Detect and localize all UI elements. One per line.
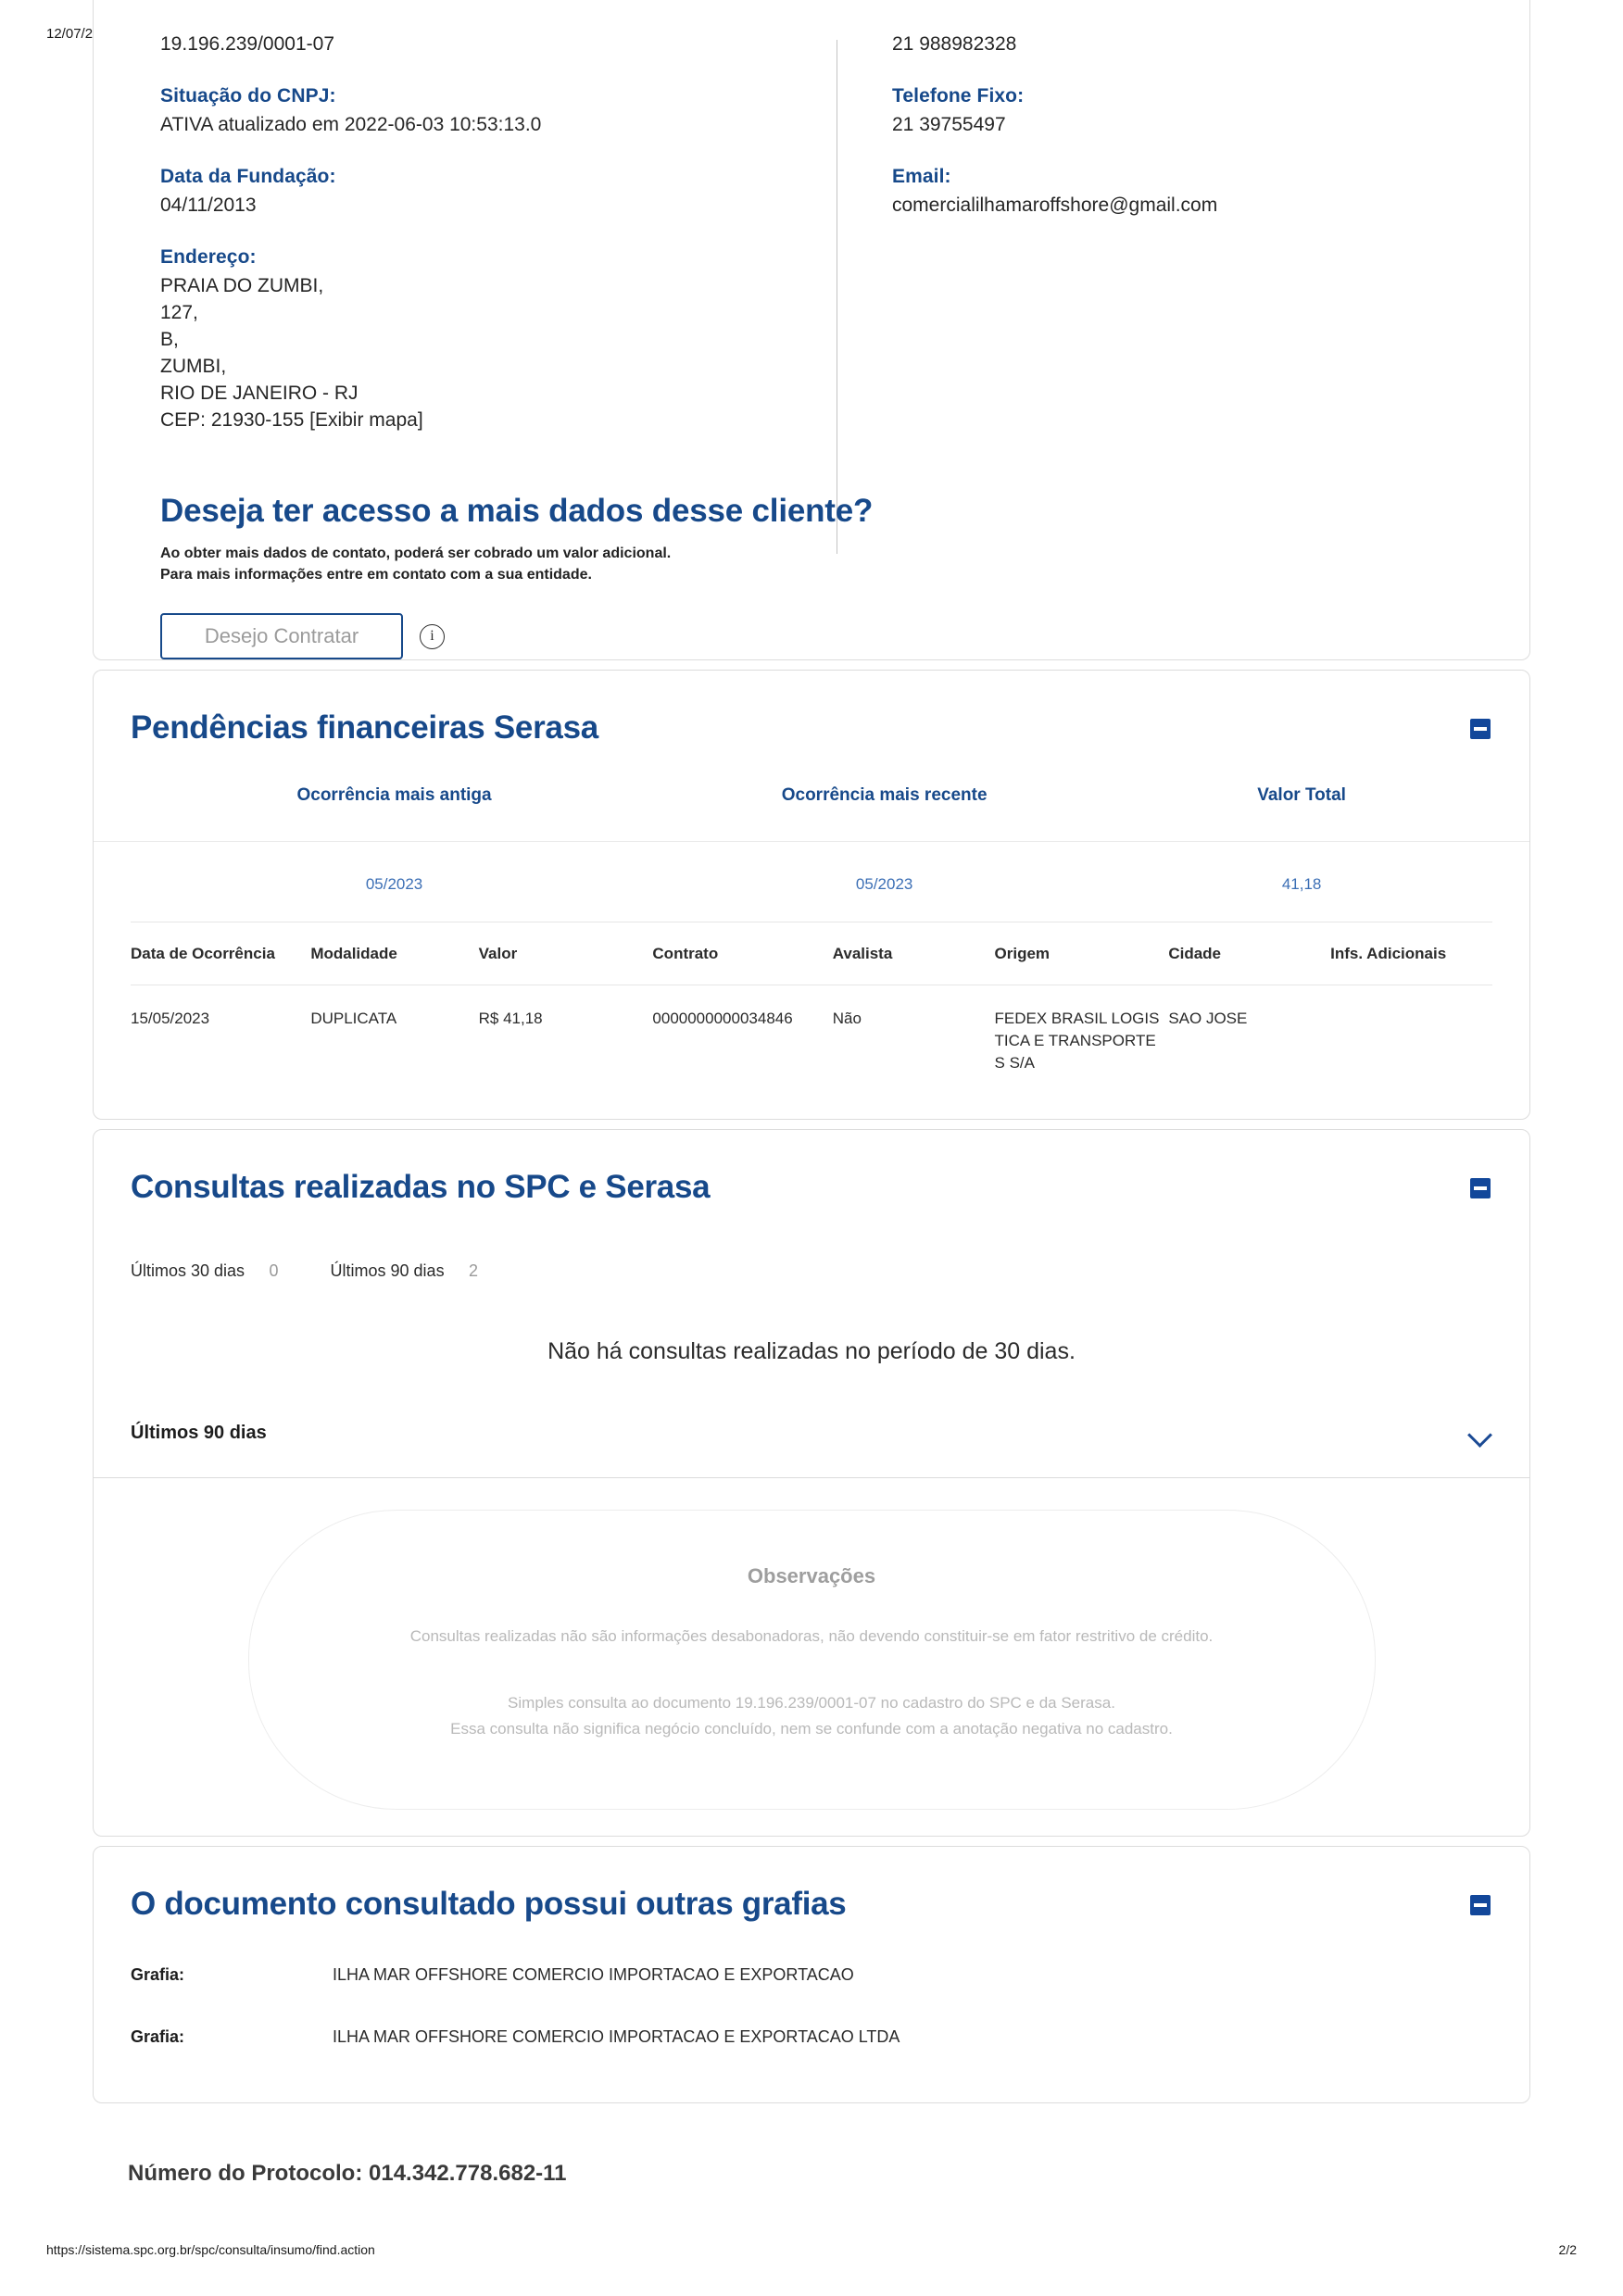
summary-col-oldest: Ocorrência mais antiga [296,785,492,805]
count-90-label: Últimos 90 dias [330,1261,445,1280]
list-item: Grafia: ILHA MAR OFFSHORE COMERCIO IMPOR… [94,2027,1529,2047]
count-90-dias: Últimos 90 dias 2 [331,1261,479,1281]
grafias-title: O documento consultado possui outras gra… [131,1886,847,1922]
cnpj-value: 19.196.239/0001-07 [160,33,335,55]
count-90-value: 2 [469,1261,479,1280]
consultas-title: Consultas realizadas no SPC e Serasa [131,1169,711,1205]
company-details-card: 19.196.239/0001-07 Situação do CNPJ: ATI… [93,0,1530,660]
th-contrato: Contrato [652,922,833,985]
collapse-minus-icon[interactable] [1470,1178,1491,1198]
company-left-column: 19.196.239/0001-07 Situação do CNPJ: ATI… [160,33,809,433]
th-valor: Valor [478,922,653,985]
observacoes-wrapper: Observações Consultas realizadas não são… [94,1477,1529,1836]
endereco-line: 127, [160,302,198,323]
protocol-number: Número do Protocolo: 014.342.778.682-11 [128,2161,567,2186]
summary-col-total: Valor Total [1257,785,1346,805]
telefone-fixo-label: Telefone Fixo: [892,85,1025,107]
endereco-cep-exibir-mapa[interactable]: CEP: 21930-155 [Exibir mapa] [160,409,423,431]
outras-grafias-card: O documento consultado possui outras gra… [93,1846,1530,2103]
upsell-line-1: Ao obter mais dados de contato, poderá s… [160,546,672,561]
company-right-column: 21 988982328 Telefone Fixo: 21 39755497 … [892,33,1503,246]
pendencias-title: Pendências financeiras Serasa [131,709,598,746]
th-avalista: Avalista [832,922,995,985]
upsell-title: Deseja ter acesso a mais dados desse cli… [160,493,874,529]
email-value: comercialilhamaroffshore@gmail.com [892,194,1218,216]
telefone-fixo-value: 21 39755497 [892,114,1006,135]
th-modalidade: Modalidade [310,922,479,985]
grafia-label: Grafia: [131,2027,185,2046]
endereco-line: B, [160,329,179,350]
endereco-value: PRAIA DO ZUMBI, 127, B, ZUMBI, RIO DE JA… [160,272,809,433]
consultas-90-dias-row[interactable]: Últimos 90 dias [94,1423,1529,1477]
info-icon[interactable]: i [420,623,445,649]
pendencias-summary-row: 05/2023 05/2023 41,18 [94,841,1529,922]
table-header-row: Data de Ocorrência Modalidade Valor Cont… [131,922,1492,985]
data-fundacao-value: 04/11/2013 [160,194,257,216]
observacoes-title: Observações [747,1564,876,1587]
grafias-bottom-spacer [94,2047,1529,2102]
situacao-cnpj-value: ATIVA atualizado em 2022-06-03 10:53:13.… [160,114,542,135]
print-footer-url: https://sistema.spc.org.br/spc/consulta/… [46,2242,375,2257]
endereco-line: ZUMBI, [160,356,227,377]
observacoes-spacer [249,1650,1375,1690]
td-contrato: 0000000000034846 [652,1010,793,1027]
print-footer: https://sistema.spc.org.br/spc/consulta/… [0,2242,1623,2261]
summary-val-total: 41,18 [1281,875,1322,893]
endereco-label: Endereço: [160,246,257,268]
collapse-minus-icon[interactable] [1470,719,1491,739]
grafia-value: ILHA MAR OFFSHORE COMERCIO IMPORTACAO E … [333,1965,854,1984]
consultas-counts: Últimos 30 dias 0 Últimos 90 dias 2 [94,1261,1529,1281]
print-footer-page: 2/2 [1558,2242,1577,2257]
th-origem: Origem [994,922,1169,985]
pendencias-financeiras-card: Pendências financeiras Serasa Ocorrência… [93,670,1530,1120]
count-30-dias: Últimos 30 dias 0 [131,1261,279,1281]
observacoes-line-2: Simples consulta ao documento 19.196.239… [508,1694,1115,1712]
th-cidade: Cidade [1168,922,1331,985]
td-cidade: SAO JOSE [1168,1010,1248,1027]
company-details-columns: 19.196.239/0001-07 Situação do CNPJ: ATI… [94,7,1529,554]
count-30-label: Últimos 30 dias [131,1261,245,1280]
endereco-line: PRAIA DO ZUMBI, [160,275,324,296]
pendencias-header: Pendências financeiras Serasa [94,671,1529,747]
td-valor: R$ 41,18 [478,1010,543,1027]
grafia-label: Grafia: [131,1965,185,1984]
upsell-line-2: Para mais informações entre em contato c… [160,567,592,583]
observacoes-line-3: Essa consulta não significa negócio conc… [450,1720,1173,1738]
grafias-header: O documento consultado possui outras gra… [94,1847,1529,1923]
chevron-down-icon[interactable] [1468,1426,1492,1440]
pendencias-detail-table: Data de Ocorrência Modalidade Valor Cont… [131,922,1492,1119]
th-data-ocorrencia: Data de Ocorrência [131,922,311,985]
count-30-value: 0 [269,1261,279,1280]
th-infs-adicionais: Infs. Adicionais [1330,922,1492,985]
desejo-contratar-button[interactable]: Desejo Contratar [160,613,403,659]
page-content: Pendências financeiras Serasa Ocorrência… [93,0,1530,2187]
situacao-cnpj-label: Situação do CNPJ: [160,85,336,107]
observacoes-pill: Observações Consultas realizadas não são… [247,1510,1376,1810]
consultas-realizadas-card: Consultas realizadas no SPC e Serasa Últ… [93,1129,1530,1837]
td-data-ocorrencia: 15/05/2023 [131,1010,210,1027]
list-item: Grafia: ILHA MAR OFFSHORE COMERCIO IMPOR… [94,1965,1529,1985]
observacoes-line-1: Consultas realizadas não são informações… [409,1627,1214,1645]
td-origem: FEDEX BRASIL LOGISTICA E TRANSPORTES S/A [994,1010,1160,1072]
email-label: Email: [892,166,951,187]
data-fundacao-label: Data da Fundação: [160,166,336,187]
consultas-header: Consultas realizadas no SPC e Serasa [94,1130,1529,1206]
summary-val-oldest: 05/2023 [365,875,423,893]
summary-col-newest: Ocorrência mais recente [781,785,988,805]
collapse-minus-icon[interactable] [1470,1895,1491,1915]
consultas-90-dias-label: Últimos 90 dias [131,1423,267,1443]
grafia-value: ILHA MAR OFFSHORE COMERCIO IMPORTACAO E … [333,2027,900,2046]
consultas-empty-message: Não há consultas realizadas no período d… [547,1338,1076,1364]
td-modalidade: DUPLICATA [310,1010,397,1027]
endereco-line: RIO DE JANEIRO - RJ [160,383,359,404]
upsell-block: Deseja ter acesso a mais dados desse cli… [160,493,1272,659]
table-row: 15/05/2023 DUPLICATA R$ 41,18 0000000000… [131,985,1492,1120]
celular-value: 21 988982328 [892,33,1017,55]
summary-val-newest: 05/2023 [855,875,913,893]
upsell-actions: Desejo Contratar i [160,613,1272,659]
td-avalista: Não [832,1010,862,1027]
pendencias-summary-header: Ocorrência mais antiga Ocorrência mais r… [94,785,1529,806]
td-infs-adicionais [1330,985,1492,1120]
